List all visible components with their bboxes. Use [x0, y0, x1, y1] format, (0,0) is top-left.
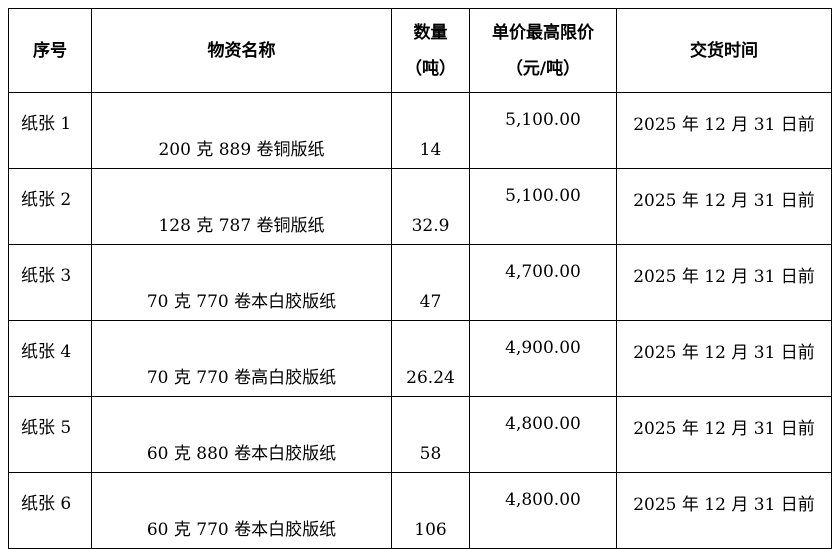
- header-serial: 序号: [8, 8, 92, 93]
- cell-serial: 纸张 2: [8, 168, 92, 245]
- header-row: 序号 物资名称 数量 （吨） 单价最高限价 （元/吨） 交货时间: [8, 8, 832, 93]
- cell-delivery-time: 2025 年 12 月 31 日前: [616, 396, 832, 473]
- cell-material-name: 200 克 889 卷铜版纸: [91, 92, 392, 169]
- header-quantity-label: 数量: [413, 22, 448, 43]
- header-max-price-label: 单价最高限价: [492, 22, 594, 43]
- header-quantity-unit: （吨）: [405, 58, 456, 79]
- table-row: 纸张 1 200 克 889 卷铜版纸 14 5,100.00 2025 年 12 月 …: [8, 92, 832, 169]
- cell-serial: 纸张 4: [8, 320, 92, 397]
- cell-max-price: 5,100.00: [469, 168, 617, 245]
- cell-material-name: 60 克 770 卷本白胶版纸: [91, 472, 392, 549]
- cell-delivery-time: 2025 年 12 月 31 日前: [616, 244, 832, 321]
- table-row: 纸张 5 60 克 880 卷本白胶版纸 58 4,800.00 2025 年 12 月…: [8, 396, 832, 473]
- cell-material-name: 70 克 770 卷高白胶版纸: [91, 320, 392, 397]
- cell-material-name: 128 克 787 卷铜版纸: [91, 168, 392, 245]
- header-delivery-time: 交货时间: [616, 8, 832, 93]
- cell-max-price: 4,800.00: [469, 472, 617, 549]
- cell-material-name: 60 克 880 卷本白胶版纸: [91, 396, 392, 473]
- cell-material-name: 70 克 770 卷本白胶版纸: [91, 244, 392, 321]
- cell-max-price: 4,700.00: [469, 244, 617, 321]
- cell-quantity: 106: [391, 472, 470, 549]
- table-row: 纸张 3 70 克 770 卷本白胶版纸 47 4,700.00 2025 年 12 月…: [8, 244, 832, 321]
- cell-delivery-time: 2025 年 12 月 31 日前: [616, 472, 832, 549]
- header-material-name: 物资名称: [91, 8, 392, 93]
- cell-serial: 纸张 3: [8, 244, 92, 321]
- cell-delivery-time: 2025 年 12 月 31 日前: [616, 168, 832, 245]
- table-row: 纸张 2 128 克 787 卷铜版纸 32.9 5,100.00 2025 年 12 …: [8, 168, 832, 245]
- header-max-price: 单价最高限价 （元/吨）: [469, 8, 617, 93]
- cell-max-price: 5,100.00: [469, 92, 617, 169]
- cell-delivery-time: 2025 年 12 月 31 日前: [616, 92, 832, 169]
- header-quantity: 数量 （吨）: [391, 8, 470, 93]
- cell-max-price: 4,900.00: [469, 320, 617, 397]
- cell-serial: 纸张 5: [8, 396, 92, 473]
- cell-quantity: 58: [391, 396, 470, 473]
- cell-serial: 纸张 6: [8, 472, 92, 549]
- cell-quantity: 14: [391, 92, 470, 169]
- cell-quantity: 47: [391, 244, 470, 321]
- cell-max-price: 4,800.00: [469, 396, 617, 473]
- procurement-table: 序号 物资名称 数量 （吨） 单价最高限价 （元/吨） 交货时间 纸张 1 200 克…: [8, 8, 832, 549]
- cell-quantity: 32.9: [391, 168, 470, 245]
- cell-quantity: 26.24: [391, 320, 470, 397]
- table-row: 纸张 6 60 克 770 卷本白胶版纸 106 4,800.00 2025 年 12 …: [8, 472, 832, 549]
- table-row: 纸张 4 70 克 770 卷高白胶版纸 26.24 4,900.00 2025 年 1…: [8, 320, 832, 397]
- header-max-price-unit: （元/吨）: [505, 58, 581, 79]
- cell-delivery-time: 2025 年 12 月 31 日前: [616, 320, 832, 397]
- cell-serial: 纸张 1: [8, 92, 92, 169]
